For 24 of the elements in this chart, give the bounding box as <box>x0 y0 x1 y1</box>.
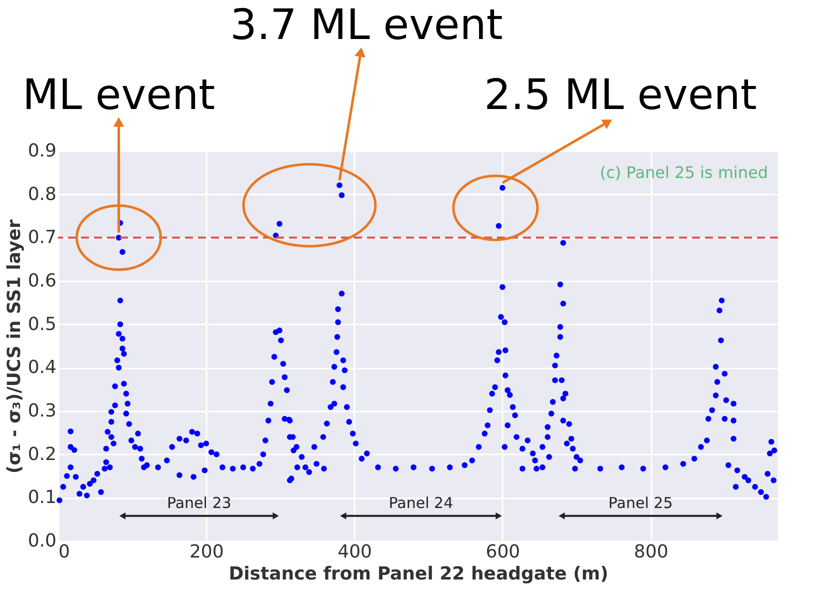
x-tick-label: 400 <box>338 542 372 562</box>
x-axis-title: Distance from Panel 22 headgate (m) <box>228 564 608 584</box>
y-tick-label: 0.3 <box>28 400 56 422</box>
annotation: (c) Panel 25 is mined <box>600 163 768 182</box>
y-tick-label: 0.4 <box>28 357 56 378</box>
x-tick-label: 0 <box>58 542 70 562</box>
y-tick-label: 0.9 <box>28 140 56 162</box>
annotation: 2.5 ML event <box>484 70 757 119</box>
y-tick-label: 0.7 <box>28 227 56 248</box>
y-tick-label: 0.6 <box>28 270 56 292</box>
y-tick-label: 0.8 <box>28 184 56 205</box>
series-label: Panel 24 <box>388 494 454 512</box>
x-tick-label: 800 <box>634 542 668 562</box>
y-tick-label: 0.5 <box>28 314 56 335</box>
annotation: ML event <box>22 70 216 119</box>
x-tick-label: 200 <box>189 542 224 562</box>
series-label: Panel 23 <box>166 494 232 512</box>
x-tick-label: 600 <box>486 542 520 562</box>
y-tick-label: 0.1 <box>28 487 56 508</box>
y-axis-title: (σ₁ - σ₃)/UCS in SS1 layer <box>4 219 25 474</box>
series-label: Panel 25 <box>608 494 673 512</box>
y-tick-label: 0.0 <box>28 530 56 552</box>
y-tick-label: 0.2 <box>28 444 56 465</box>
annotation: 3.7 ML event <box>230 0 503 49</box>
